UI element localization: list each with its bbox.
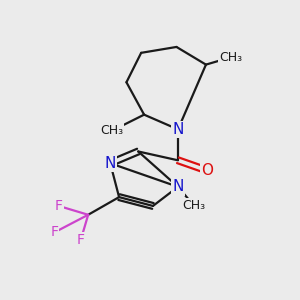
Text: O: O	[201, 163, 213, 178]
Text: F: F	[77, 233, 85, 247]
Text: N: N	[172, 122, 184, 137]
Text: CH₃: CH₃	[183, 200, 206, 212]
Text: F: F	[55, 199, 63, 213]
Text: CH₃: CH₃	[100, 124, 123, 137]
Text: F: F	[50, 225, 58, 239]
Text: N: N	[105, 156, 116, 171]
Text: N: N	[172, 179, 184, 194]
Text: CH₃: CH₃	[219, 51, 242, 64]
